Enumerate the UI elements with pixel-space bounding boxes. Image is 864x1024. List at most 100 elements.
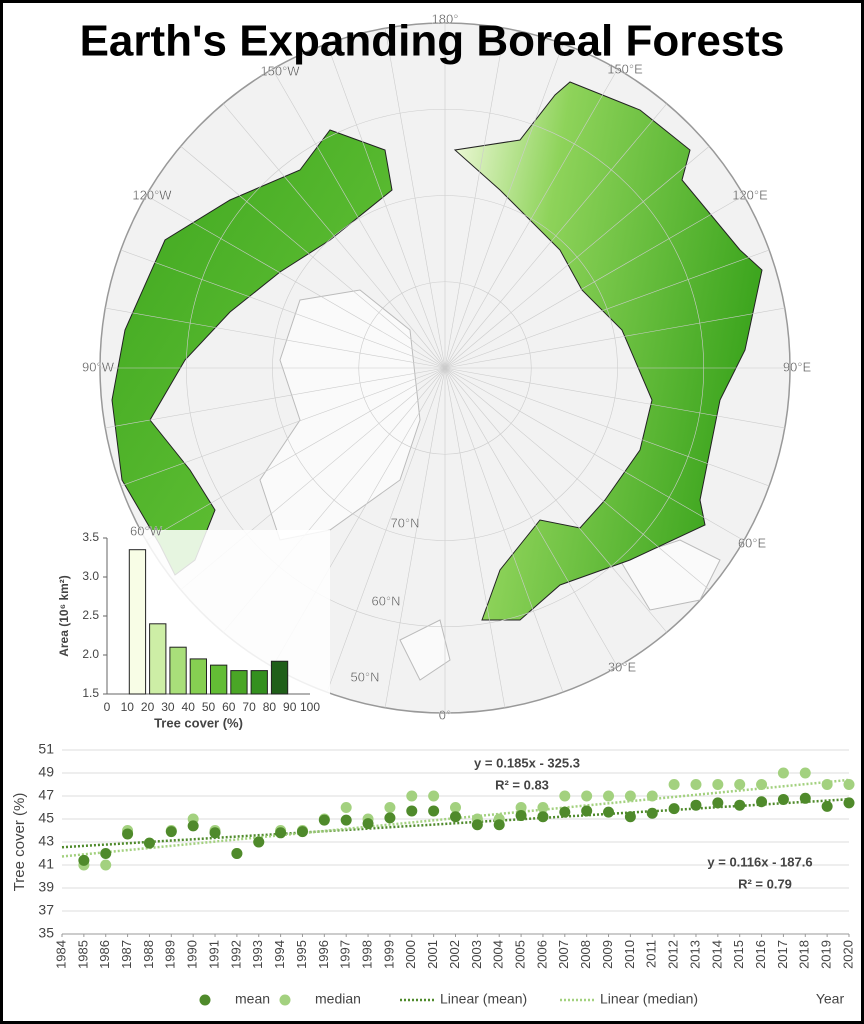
point (690, 779, 702, 790)
point (253, 836, 265, 848)
point (100, 848, 112, 859)
x-tick-label: 2006 (534, 940, 549, 969)
map-label: 60°N (371, 593, 400, 608)
y-tick-label: 1.5 (82, 686, 99, 700)
x-tick-label: 1989 (163, 940, 178, 969)
bar (270, 660, 289, 695)
point (603, 806, 615, 818)
land (399, 539, 721, 681)
point (406, 805, 418, 817)
x-tick-label: 2017 (775, 940, 790, 969)
x-tick-label: 1991 (206, 940, 221, 969)
x-tick-label: 60 (222, 700, 236, 714)
map-label: 90°W (82, 359, 115, 374)
map-label: 30°E (608, 659, 637, 674)
bar (230, 670, 248, 695)
point (581, 790, 593, 802)
x-tick-label: 1999 (381, 940, 396, 969)
point (515, 802, 527, 813)
point (78, 854, 90, 866)
point (296, 826, 308, 838)
y-axis-title: Tree cover (%) (11, 793, 28, 892)
x-tick-label: 2011 (644, 940, 659, 968)
x-tick-label: 1990 (185, 940, 200, 969)
x-tick-label: 1996 (316, 940, 331, 969)
point (340, 802, 352, 813)
point (756, 779, 768, 790)
point (537, 802, 549, 813)
point (603, 790, 615, 802)
point (559, 790, 571, 802)
point (646, 807, 658, 819)
point (756, 796, 768, 808)
x-tick-label: 2005 (513, 940, 528, 969)
x-tick-label: 90 (283, 700, 297, 714)
x-tick-label: 1984 (53, 940, 68, 969)
x-tick-label: 2010 (622, 940, 637, 969)
point (340, 814, 352, 826)
point (821, 800, 833, 812)
x-tick-label: 2020 (840, 940, 855, 969)
map-label: 60°W (130, 523, 163, 538)
point (624, 790, 636, 802)
bar (250, 670, 268, 695)
x-tick-label: 1992 (228, 940, 243, 969)
y-tick-label: 43 (38, 833, 54, 849)
point (515, 810, 527, 822)
x-tick-label: 2000 (403, 940, 418, 969)
point (143, 837, 155, 849)
map-label: 0° (439, 707, 451, 722)
map-label: 150°W (260, 63, 300, 78)
x-tick-label: 2007 (556, 940, 571, 969)
point (799, 767, 811, 779)
point (428, 805, 440, 817)
point (493, 819, 505, 831)
point (843, 797, 855, 809)
point (471, 819, 483, 831)
map-label: 180° (432, 11, 459, 26)
x-tick-label: 2013 (687, 940, 702, 969)
legend-label: mean (235, 991, 270, 1007)
x-tick-label: 1986 (97, 940, 112, 969)
point (646, 790, 658, 802)
point (712, 797, 724, 809)
map-label: 50°N (350, 669, 379, 684)
map-label: 120°E (732, 187, 768, 202)
legend-label: Linear (mean) (440, 991, 527, 1007)
point (668, 803, 680, 815)
point (165, 826, 177, 838)
forest-eurasia (453, 81, 763, 621)
x-tick-label: 2018 (797, 940, 812, 969)
point (384, 802, 396, 813)
legend-label: Linear (median) (600, 991, 698, 1007)
point (624, 811, 636, 823)
point (450, 811, 461, 823)
x-tick-label: 2003 (469, 940, 484, 969)
bar (128, 549, 147, 695)
parallel (185, 108, 705, 628)
point (318, 814, 330, 826)
x-tick-label: 2001 (425, 940, 440, 969)
y-tick-label: 3.0 (82, 569, 99, 583)
x-axis-title: Year (816, 991, 845, 1007)
point (406, 790, 418, 802)
point (734, 799, 746, 811)
y-tick-label: 41 (38, 856, 54, 872)
point (843, 779, 855, 790)
trend-r2: R² = 0.83 (495, 777, 549, 792)
x-tick-label: 1997 (338, 940, 353, 969)
bar (169, 646, 187, 695)
y-tick-label: 2.0 (82, 647, 99, 661)
x-tick-label: 2014 (709, 940, 724, 969)
point (275, 827, 287, 839)
bar (210, 664, 228, 695)
y-tick-label: 39 (38, 879, 54, 895)
x-tick-label: 50 (202, 700, 216, 714)
title: Earth's Expanding Boreal Forests (80, 17, 785, 66)
point (187, 820, 199, 832)
map-label: 150°E (607, 61, 643, 76)
x-tick-label: 1988 (141, 940, 156, 969)
x-tick-label: 1985 (75, 940, 90, 969)
